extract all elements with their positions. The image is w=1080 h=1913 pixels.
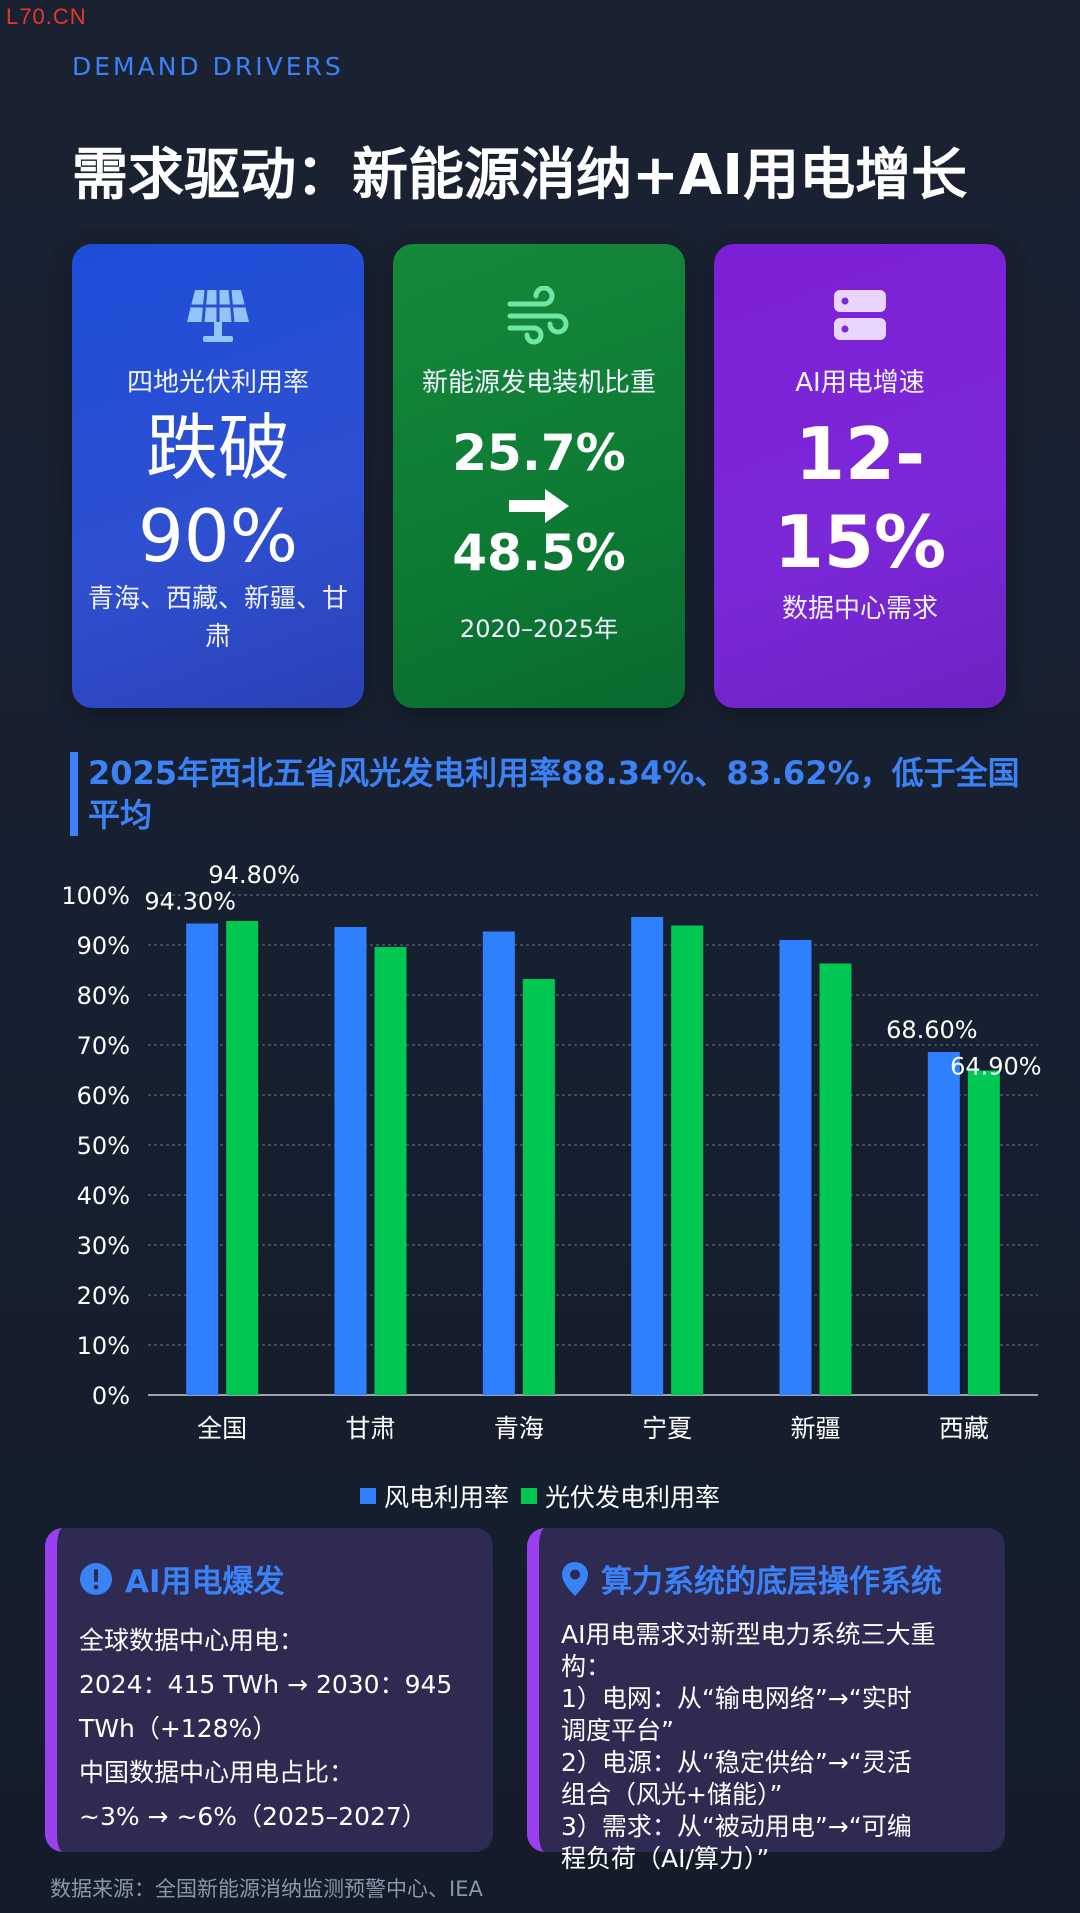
server-icon [834, 290, 886, 340]
y-tick-label: 60% [77, 1082, 130, 1110]
x-tick-label: 新疆 [790, 1414, 840, 1443]
panel-line: 2024：415 TWh → 2030：945 [79, 1670, 453, 1699]
chart-legend: 风电利用率 光伏发电利用率 [0, 1478, 1080, 1514]
panel-line: 全球数据中心用电： [79, 1626, 305, 1655]
pv-card-label: 四地光伏利用率 [126, 368, 309, 398]
bar-pv [967, 1070, 1000, 1395]
chart-section-title: 2025年西北五省风光发电利用率88.34%、83.62%，低于全国平均 [70, 752, 1020, 836]
panel-line: 1）电网：从“输电网络”→“实时 [561, 1684, 912, 1713]
panel-line: ~3% → ~6%（2025–2027） [79, 1802, 427, 1831]
y-tick-label: 50% [77, 1132, 130, 1160]
utilization-bar-chart: 0% 10% 20% 30% 40% 50% 60% 70% 80% 90% 100% 全国 甘肃 青海 宁… [61, 861, 1042, 1443]
legend-label: 风电利用率 [383, 1483, 509, 1512]
panel-title: AI用电爆发 [125, 1564, 285, 1600]
arrow-right-icon [509, 489, 569, 523]
panel-heading: 算力系统的底层操作系统 [561, 1556, 985, 1601]
panel-line: 组合（风光+储能）” [561, 1780, 783, 1809]
x-tick-label: 宁夏 [642, 1414, 692, 1443]
new-energy-share-card: 新能源发电装机比重 25.7% 48.5% 2020–2025年 [393, 244, 685, 708]
x-tick-label: 甘肃 [345, 1414, 395, 1443]
share-from-value: 25.7% [452, 424, 626, 482]
solar-panel-icon [187, 289, 249, 342]
ai-card-headline: 12- 15% [714, 410, 1006, 586]
panel-line: 中国数据中心用电占比： [79, 1758, 355, 1787]
legend-label: 光伏发电利用率 [545, 1483, 721, 1512]
panel-body: AI用电需求对新型电力系统三大重构： 1）电网：从“输电网络”→“实时 调度平台” 2… [561, 1619, 985, 1875]
y-tick-label: 100% [61, 882, 130, 910]
panel-line: 3）需求：从“被动用电”→“可编 [561, 1812, 912, 1841]
share-to-value: 48.5% [452, 524, 626, 582]
y-tick-label: 70% [77, 1032, 130, 1060]
bar-wind [186, 923, 219, 1395]
legend-item: 风电利用率 [359, 1478, 509, 1514]
bar-wind [779, 940, 812, 1395]
pv-card-headline-value: 90% [137, 494, 299, 578]
data-label: 64.90% [950, 1053, 1042, 1081]
ai-card-headline-range: 12- [794, 412, 926, 496]
y-tick-label: 80% [77, 982, 130, 1010]
pv-card-headline: 跌破 90% [72, 404, 364, 580]
bar-pv [374, 947, 407, 1395]
pv-utilization-card: 四地光伏利用率 跌破 90% 青海、西藏、新疆、甘肃 [72, 244, 364, 708]
ai-power-surge-panel: AI用电爆发 全球数据中心用电： 2024：415 TWh → 2030：945 T… [45, 1528, 493, 1852]
legend-swatch [359, 1488, 376, 1504]
ai-card-sub: 数据中心需求 [781, 594, 938, 624]
y-tick-label: 10% [77, 1332, 130, 1360]
bar-wind [334, 927, 367, 1395]
panel-body: 全球数据中心用电： 2024：415 TWh → 2030：945 TWh（+128… [79, 1619, 473, 1839]
bar-wind [482, 931, 515, 1395]
x-tick-label: 西藏 [939, 1414, 989, 1443]
y-tick-label: 30% [77, 1232, 130, 1260]
panel-line: 程负荷（AI/算力）” [561, 1844, 770, 1873]
bar-wind [631, 917, 664, 1395]
data-source-footer: 数据来源：全国新能源消纳监测预警中心、IEA [50, 1877, 483, 1901]
bar-pv [671, 925, 704, 1395]
share-card-label: 新能源发电装机比重 [421, 368, 656, 398]
legend-item: 光伏发电利用率 [521, 1478, 720, 1514]
alert-icon [80, 1562, 112, 1595]
panel-heading: AI用电爆发 [79, 1556, 473, 1601]
pv-card-regions: 青海、西藏、新疆、甘肃 [88, 584, 349, 652]
ai-card-headline-value: 15% [773, 500, 947, 584]
y-tick-label: 40% [77, 1182, 130, 1210]
bar-pv [522, 979, 555, 1395]
x-tick-label: 全国 [197, 1414, 247, 1443]
ai-power-growth-card: AI用电增速 12- 15% 数据中心需求 [714, 244, 1006, 708]
ai-card-label: AI用电增速 [795, 368, 925, 398]
page-title: 需求驱动：新能源消纳+AI用电增长 [72, 143, 968, 208]
data-label: 94.30% [144, 888, 236, 916]
data-label: 94.80% [208, 861, 300, 889]
data-label: 68.60% [886, 1016, 978, 1044]
y-tick-label: 90% [77, 932, 130, 960]
computing-os-panel: 算力系统的底层操作系统 AI用电需求对新型电力系统三大重构： 1）电网：从“输电网… [527, 1528, 1005, 1873]
panel-line: TWh（+128%） [79, 1714, 278, 1743]
panel-line: 调度平台” [561, 1716, 674, 1745]
bar-wind [927, 1052, 960, 1395]
pv-card-headline-word: 跌破 [145, 406, 290, 490]
panel-line: 2）电源：从“稳定供给”→“灵活 [561, 1748, 912, 1777]
legend-swatch [521, 1488, 537, 1504]
share-card-period: 2020–2025年 [459, 615, 619, 643]
y-tick-label: 20% [77, 1282, 130, 1310]
panel-line: AI用电需求对新型电力系统三大重构： [561, 1620, 936, 1681]
panel-title: 算力系统的底层操作系统 [601, 1564, 942, 1600]
eyebrow-label: DEMAND DRIVERS [72, 52, 344, 81]
y-tick-label: 0% [92, 1382, 130, 1410]
x-tick-label: 青海 [494, 1414, 544, 1443]
bar-pv [819, 963, 852, 1395]
watermark: L70.CN [6, 4, 87, 29]
bar-pv [226, 921, 259, 1395]
location-pin-icon [562, 1561, 588, 1596]
wind-icon [507, 286, 569, 345]
